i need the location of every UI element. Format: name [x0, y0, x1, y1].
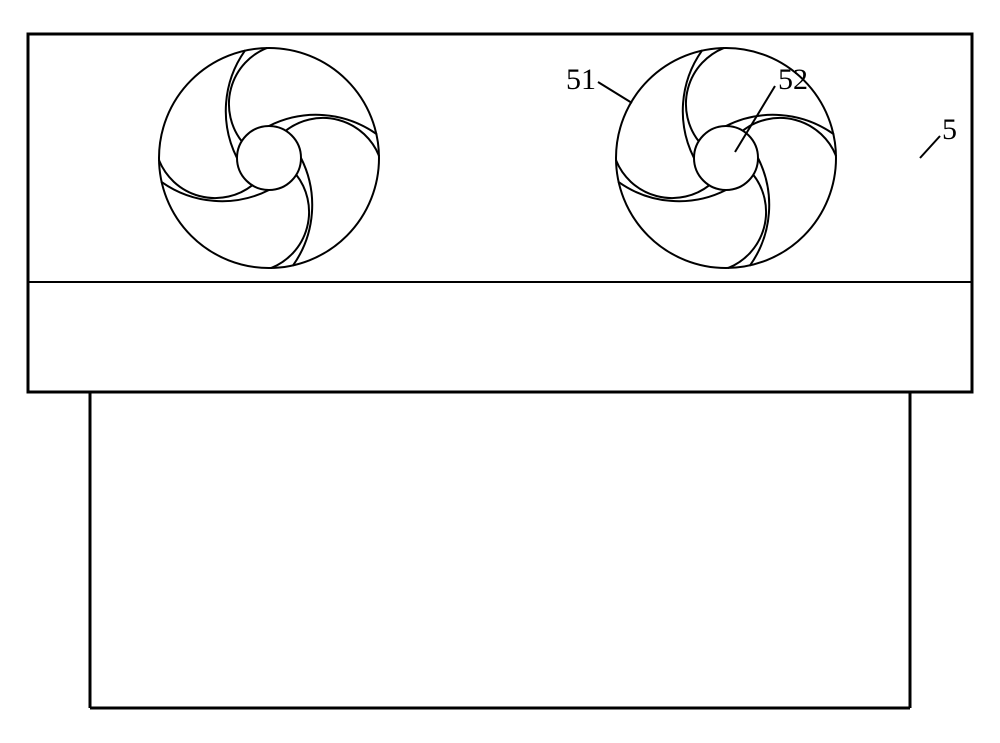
- callout-label-5: 5: [942, 115, 957, 145]
- leader-line-2: [920, 136, 940, 158]
- diagram-stage: 51 52 5: [0, 0, 1000, 743]
- fan-0: [159, 48, 379, 268]
- fan-hub: [694, 126, 758, 190]
- fan-hub: [237, 126, 301, 190]
- diagram-svg: [0, 0, 1000, 743]
- callout-label-51: 51: [566, 65, 596, 95]
- leader-line-0: [598, 82, 632, 103]
- outer-box: [28, 34, 972, 392]
- callout-label-52: 52: [778, 65, 808, 95]
